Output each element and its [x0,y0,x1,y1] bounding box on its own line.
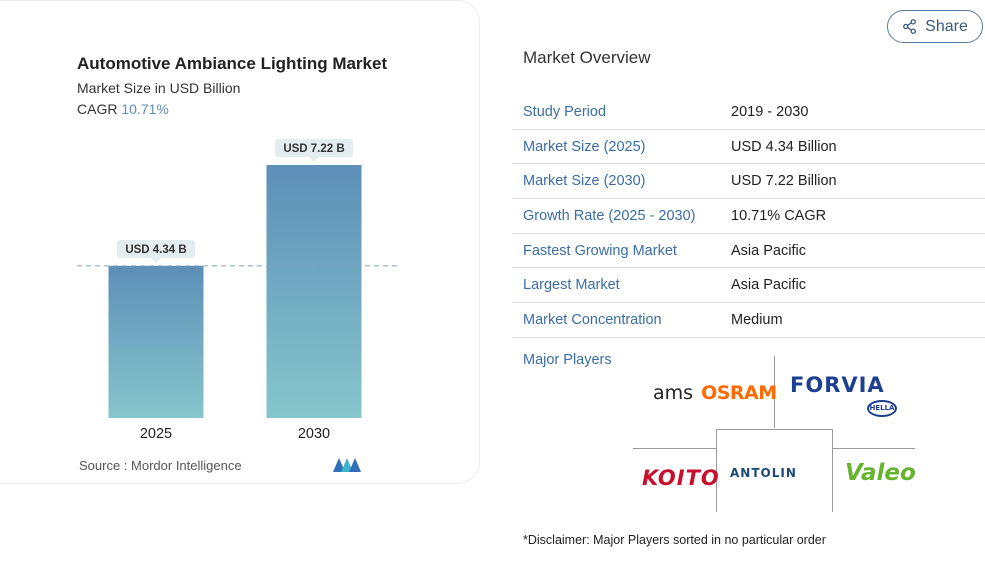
chart-card [0,0,480,484]
major-players-label: Major Players [523,352,612,368]
major-players-grid: ams OSRAM FORVIA HELLA KOITO ANTOLIN Vale… [633,356,916,512]
overview-title: Market Overview [523,48,651,67]
table-row: Study Period 2019 - 2030 [512,95,985,130]
row-key: Market Size (2030) [523,173,646,190]
antolin-logo: ANTOLIN [730,466,797,480]
data-label: USD 7.22 B [283,143,344,155]
data-label-bg [275,139,353,157]
row-key: Largest Market [523,277,620,294]
divider [774,356,775,428]
chart-subtitle: Market Size in USD Billion [77,80,241,96]
row-value: 2019 - 2030 [731,103,809,120]
divider [633,448,716,449]
row-value: USD 7.22 Billion [731,173,837,190]
osram-wordmark: OSRAM [701,382,777,404]
share-button[interactable]: Share [887,10,983,43]
bar-chart: USD 4.34 B 2025 USD 7.22 B 2030 [77,139,397,442]
x-tick-label: 2025 [140,426,172,442]
row-key: Market Concentration [523,311,662,328]
ams-wordmark: ams [653,382,694,404]
data-label-pointer [151,257,161,263]
hella-logo: HELLA [867,400,897,417]
table-row: Fastest Growing Market Asia Pacific [512,234,985,269]
valeo-logo: Valeo [845,460,916,486]
cagr-label: CAGR [77,101,118,117]
row-value: Medium [731,311,783,328]
divider [832,448,915,449]
mordor-logo-icon [333,458,361,472]
table-row: Market Size (2030) USD 7.22 Billion [512,164,985,200]
data-label-bg [117,239,195,258]
table-row: Market Size (2025) USD 4.34 Billion [512,130,985,165]
koito-logo: KOITO [642,466,720,490]
bar-2030 [266,165,362,418]
row-key: Market Size (2025) [523,138,646,155]
table-row: Largest Market Asia Pacific [512,268,985,304]
ams-osram-logo: ams OSRAM [653,382,777,404]
cagr-line: CAGR 10.71% [77,101,169,117]
data-label: USD 4.34 B [125,244,186,256]
bar-2025 [108,265,204,418]
row-value: Asia Pacific [731,242,806,259]
cagr-value: 10.71% [121,101,169,117]
x-tick-label: 2030 [298,426,330,442]
forvia-logo: FORVIA [790,373,885,397]
disclaimer-text: *Disclaimer: Major Players sorted in no … [523,533,826,547]
table-row: Market Concentration Medium [512,303,985,338]
chart-title: Automotive Ambiance Lighting Market [77,54,388,73]
data-label-pointer [309,157,319,162]
source-text: Source : Mordor Intelligence [79,458,242,473]
row-value: USD 4.34 Billion [731,138,837,155]
row-key: Fastest Growing Market [523,242,677,259]
row-value: 10.71% CAGR [731,207,827,224]
table-row: Growth Rate (2025 - 2030) 10.71% CAGR [512,199,985,234]
share-label: Share [925,17,968,35]
row-key: Study Period [523,103,607,120]
share-icon [903,19,917,34]
row-key: Growth Rate (2025 - 2030) [523,207,696,224]
row-value: Asia Pacific [731,277,806,294]
overview-table: Study Period 2019 - 2030 Market Size (20… [512,95,985,338]
center-logo-box [716,429,833,512]
